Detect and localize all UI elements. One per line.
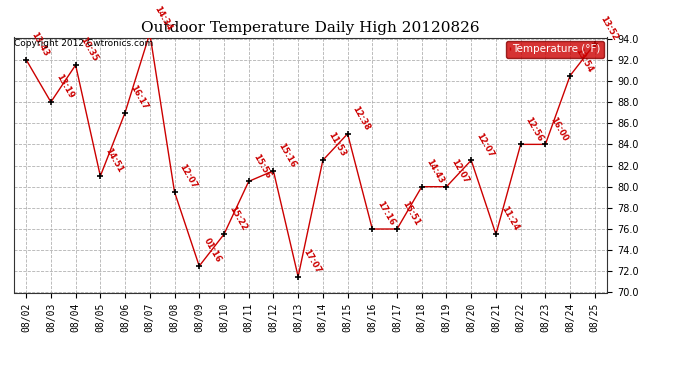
Text: Copyright 2012 Cwtronics.com: Copyright 2012 Cwtronics.com	[14, 39, 154, 48]
Text: 13:43: 13:43	[29, 31, 50, 58]
Text: 15:22: 15:22	[227, 205, 248, 233]
Text: 11:24: 11:24	[499, 205, 520, 233]
Text: 15:51: 15:51	[400, 200, 421, 227]
Text: 11:53: 11:53	[326, 131, 347, 159]
Text: 16:00: 16:00	[549, 115, 569, 143]
Text: 14:43: 14:43	[425, 158, 446, 185]
Text: 17:16: 17:16	[375, 200, 397, 227]
Text: 12:07: 12:07	[474, 131, 495, 159]
Text: 14:51: 14:51	[104, 147, 124, 174]
Title: Outdoor Temperature Daily High 20120826: Outdoor Temperature Daily High 20120826	[141, 21, 480, 35]
Text: 15:56: 15:56	[252, 152, 273, 180]
Text: 12:07: 12:07	[449, 158, 471, 185]
Text: 01:16: 01:16	[202, 237, 224, 264]
Text: 13:52: 13:52	[598, 15, 619, 42]
Text: 12:56: 12:56	[524, 115, 545, 143]
Legend: Temperature (°F): Temperature (°F)	[506, 40, 604, 58]
Text: 10:35: 10:35	[79, 36, 99, 63]
Text: 14:34: 14:34	[152, 4, 174, 32]
Text: 12:38: 12:38	[351, 105, 372, 132]
Text: 17:07: 17:07	[301, 248, 322, 275]
Text: 16:17: 16:17	[128, 83, 149, 111]
Text: 12:07: 12:07	[177, 163, 199, 190]
Text: 13:54: 13:54	[573, 46, 594, 74]
Text: 15:16: 15:16	[277, 141, 297, 169]
Text: 13:19: 13:19	[54, 73, 75, 100]
